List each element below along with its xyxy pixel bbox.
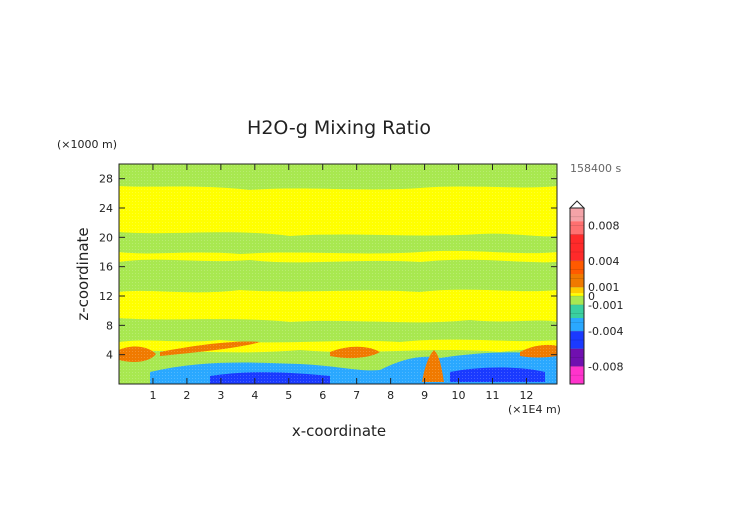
- x-axis-title: x-coordinate: [292, 422, 386, 440]
- x-tick-label: 7: [353, 389, 360, 402]
- y-axis-title: z-coordinate: [74, 227, 92, 320]
- y-tick-label: 12: [99, 290, 113, 303]
- y-tick-label: 4: [106, 349, 113, 362]
- colorbar-arrow: [568, 200, 586, 209]
- y-unit-label: (×1000 m): [57, 138, 117, 151]
- x-tick-label: 5: [285, 389, 292, 402]
- x-tick-label: 11: [485, 389, 499, 402]
- y-tick-label: 8: [106, 319, 113, 332]
- colorbar-tick-label: 0.004: [588, 255, 620, 268]
- colorbar-tick-label: 0: [588, 290, 595, 303]
- colorbar-swatch: [570, 304, 584, 318]
- colorbar-tick-label: 0.001: [588, 281, 620, 294]
- y-tick-label: 28: [99, 173, 113, 186]
- colorbar-swatch: [570, 208, 584, 222]
- x-tick-label: 3: [217, 389, 224, 402]
- plot-frame: [118, 163, 558, 385]
- colorbar-swatch: [570, 274, 584, 288]
- colorbar-swatch: [570, 331, 584, 349]
- chart-title: H2O-g Mixing Ratio: [247, 117, 431, 139]
- x-tick-label: 12: [519, 389, 533, 402]
- x-tick-label: 1: [149, 389, 156, 402]
- colorbar-swatch: [570, 366, 584, 384]
- time-label: 158400 s: [570, 162, 621, 175]
- y-axis: 4 8 12 16 20 24 28: [99, 173, 557, 362]
- y-tick-label: 20: [99, 231, 113, 244]
- colorbar-swatch: [570, 296, 584, 305]
- x-unit-label: (×1E4 m): [508, 403, 561, 416]
- contour-field: [119, 164, 557, 384]
- x-axis: 1 2 3 4 5 6 7 8 9 10 11 12: [149, 164, 533, 402]
- colorbar-swatch: [570, 234, 584, 261]
- colorbar-swatch: [570, 221, 584, 235]
- y-tick-label: 16: [99, 261, 113, 274]
- colorbar-swatch: [570, 260, 584, 274]
- colorbar-tick-label: -0.004: [588, 325, 623, 338]
- field-dither: [119, 164, 557, 384]
- x-tick-label: 4: [251, 389, 258, 402]
- colorbar-tick-label: -0.008: [588, 360, 623, 373]
- colorbar-tick-label: 0.008: [588, 220, 620, 233]
- x-tick-label: 8: [387, 389, 394, 402]
- colorbar-swatches: [570, 208, 584, 384]
- colorbar-swatch: [570, 287, 584, 294]
- colorbar-frame: [569, 207, 585, 385]
- colorbar-tick-label: -0.001: [588, 299, 623, 312]
- colorbar-swatch: [570, 293, 584, 296]
- x-tick-label: 10: [452, 389, 466, 402]
- x-tick-label: 9: [421, 389, 428, 402]
- y-tick-label: 24: [99, 202, 113, 215]
- colorbar-swatch: [570, 348, 584, 367]
- x-tick-label: 6: [319, 389, 326, 402]
- x-tick-label: 2: [183, 389, 190, 402]
- colorbar-swatch: [570, 318, 584, 332]
